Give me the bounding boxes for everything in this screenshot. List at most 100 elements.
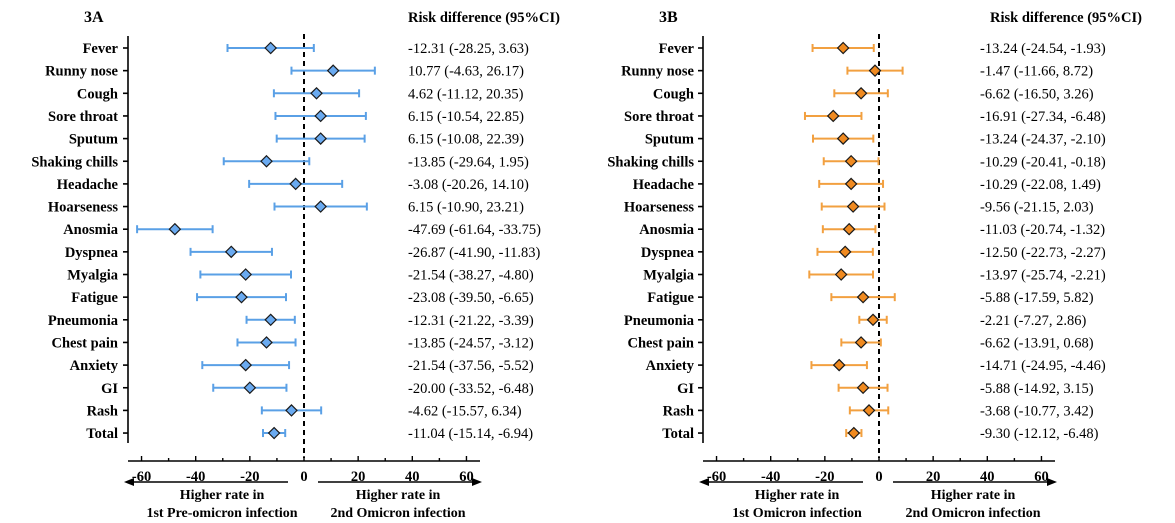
estimate-point xyxy=(854,86,868,100)
ci-column-header: Risk difference (95%CI) xyxy=(408,10,560,26)
estimate-point xyxy=(239,358,253,372)
estimate-point xyxy=(314,200,328,213)
category-label: GI xyxy=(101,381,118,397)
right-direction-label: 2nd Omicron infection xyxy=(330,506,465,521)
right-direction-label: 2nd Omicron infection xyxy=(905,506,1040,521)
forest-panel-3b: 3B Risk difference (95%CI) Fever -13.24 (-2… xyxy=(607,9,1142,521)
estimate-point xyxy=(854,336,868,349)
left-direction-label: Higher rate in xyxy=(755,488,840,503)
ci-value-text: -13.85 (-29.64, 1.95) xyxy=(408,154,529,170)
category-label: Cough xyxy=(653,86,694,102)
forest-panel-3a: 3A Risk difference (95%CI) Fever -12.31 (-2… xyxy=(31,9,560,521)
estimate-point xyxy=(243,381,257,395)
x-tick-label: -20 xyxy=(815,469,834,485)
estimate-point xyxy=(846,200,860,213)
x-tick-label: -60 xyxy=(132,469,151,485)
x-tick-label: -60 xyxy=(707,469,726,485)
ci-value-text: 6.15 (-10.90, 23.21) xyxy=(408,200,524,216)
estimate-point xyxy=(235,290,248,304)
ci-value-text: -13.24 (-24.37, -2.10) xyxy=(980,132,1106,148)
estimate-point xyxy=(868,64,882,77)
estimate-point xyxy=(826,109,840,123)
category-label: Shaking chills xyxy=(607,154,694,170)
estimate-point xyxy=(834,268,848,281)
category-label: Chest pain xyxy=(52,335,118,351)
panel-label: 3A xyxy=(84,9,104,26)
ci-value-text: -3.08 (-20.26, 14.10) xyxy=(408,177,529,193)
ci-value-text: -9.56 (-21.15, 2.03) xyxy=(980,200,1094,216)
x-tick-label: 60 xyxy=(1034,469,1049,485)
estimate-point xyxy=(844,177,858,191)
category-label: Hoarseness xyxy=(624,200,694,216)
x-tick-label: 20 xyxy=(926,469,941,485)
estimate-point xyxy=(847,426,861,440)
estimate-point xyxy=(866,313,880,327)
category-label: Sore throat xyxy=(48,109,118,125)
ci-value-text: -1.47 (-11.66, 8.72) xyxy=(980,64,1093,80)
x-tick-label: 20 xyxy=(351,469,366,485)
estimate-point xyxy=(314,132,328,145)
ci-value-text: 4.62 (-11.12, 20.35) xyxy=(408,86,524,102)
category-label: Anxiety xyxy=(646,358,695,374)
estimate-point xyxy=(285,404,298,417)
category-label: Myalgia xyxy=(643,268,694,284)
right-arrow-head xyxy=(1047,478,1057,486)
ci-value-text: -5.88 (-14.92, 3.15) xyxy=(980,381,1094,397)
x-tick-label: -40 xyxy=(761,469,780,485)
category-label: Fatigue xyxy=(647,290,694,306)
ci-value-text: -12.50 (-22.73, -2.27) xyxy=(980,245,1106,261)
estimate-point xyxy=(314,109,328,123)
category-label: Fever xyxy=(659,41,695,57)
ci-value-text: -10.29 (-22.08, 1.49) xyxy=(980,177,1101,193)
category-label: Anosmia xyxy=(639,222,695,238)
left-arrow-head xyxy=(124,478,134,486)
ci-value-text: -12.31 (-28.25, 3.63) xyxy=(408,41,529,57)
ci-value-text: 10.77 (-4.63, 26.17) xyxy=(408,64,524,80)
estimate-point xyxy=(856,381,870,395)
category-label: Shaking chills xyxy=(31,154,118,170)
estimate-point xyxy=(310,86,323,100)
estimate-point xyxy=(844,154,858,168)
ci-value-text: -11.04 (-15.14, -6.94) xyxy=(408,426,533,442)
x-tick-label: -40 xyxy=(186,469,205,485)
estimate-point xyxy=(264,41,278,55)
ci-value-text: -12.31 (-21.22, -3.39) xyxy=(408,313,534,329)
left-direction-label: Higher rate in xyxy=(180,488,265,503)
category-label: Chest pain xyxy=(628,335,694,351)
category-label: Hoarseness xyxy=(48,200,118,216)
ci-value-text: -10.29 (-20.41, -0.18) xyxy=(980,154,1106,170)
ci-value-text: -13.24 (-24.54, -1.93) xyxy=(980,41,1106,57)
panel-label: 3B xyxy=(659,9,678,26)
category-label: Pneumonia xyxy=(624,313,695,329)
estimate-point xyxy=(832,358,846,372)
ci-value-text: -14.71 (-24.95, -4.46) xyxy=(980,358,1106,374)
estimate-point xyxy=(838,245,852,259)
category-label: GI xyxy=(677,381,694,397)
ci-value-text: -5.88 (-17.59, 5.82) xyxy=(980,290,1094,306)
estimate-point xyxy=(856,290,870,304)
estimate-point xyxy=(168,222,182,236)
ci-value-text: -6.62 (-13.91, 0.68) xyxy=(980,335,1094,351)
estimate-point xyxy=(260,154,273,168)
category-label: Anxiety xyxy=(70,358,119,374)
category-label: Myalgia xyxy=(67,268,118,284)
estimate-point xyxy=(289,177,303,191)
ci-value-text: -6.62 (-16.50, 3.26) xyxy=(980,86,1094,102)
x-tick-label: 60 xyxy=(459,469,474,485)
ci-value-text: -2.21 (-7.27, 2.86) xyxy=(980,313,1086,329)
x-tick-label: 0 xyxy=(300,469,307,485)
ci-value-text: -11.03 (-20.74, -1.32) xyxy=(980,222,1105,238)
category-label: Headache xyxy=(633,177,695,193)
ci-value-text: -23.08 (-39.50, -6.65) xyxy=(408,290,534,306)
right-direction-label: Higher rate in xyxy=(356,488,441,503)
estimate-point xyxy=(842,222,856,236)
ci-value-text: 6.15 (-10.54, 22.85) xyxy=(408,109,524,125)
category-label: Rash xyxy=(87,403,118,419)
right-arrow-head xyxy=(472,478,482,486)
ci-value-text: -26.87 (-41.90, -11.83) xyxy=(408,245,541,261)
estimate-point xyxy=(260,336,273,349)
ci-value-text: -21.54 (-37.56, -5.52) xyxy=(408,358,534,374)
category-label: Sputum xyxy=(645,132,694,148)
